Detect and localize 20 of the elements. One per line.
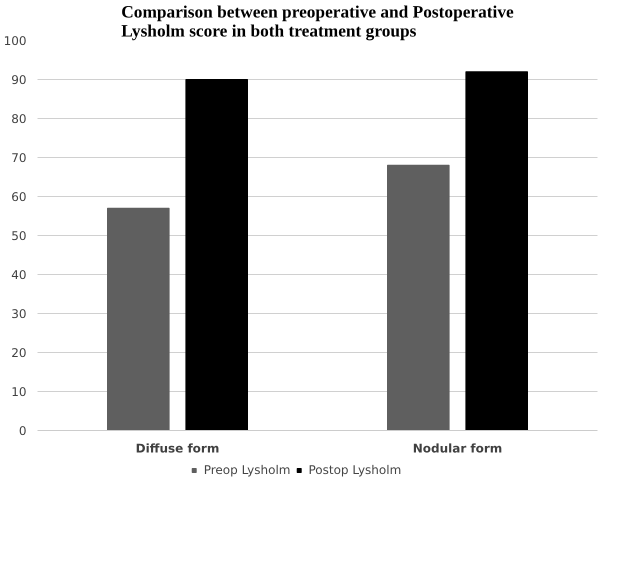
bar bbox=[107, 208, 170, 430]
bar bbox=[387, 164, 450, 430]
x-tick-label: Diffuse form bbox=[136, 442, 220, 456]
y-tick-label: 20 bbox=[11, 346, 27, 360]
bar bbox=[185, 79, 248, 430]
legend-label: Postop Lysholm bbox=[308, 463, 402, 477]
y-tick-label: 30 bbox=[11, 307, 27, 321]
y-tick-label: 40 bbox=[11, 268, 27, 282]
y-tick-label: 80 bbox=[11, 112, 27, 126]
chart-title: Comparison between preoperative and Postoperative Lysholm score in both treatment groups bbox=[121, 2, 514, 40]
x-tick-label: Nodular form bbox=[412, 442, 502, 456]
y-tick-label: 50 bbox=[11, 229, 27, 243]
legend-label: Preop Lysholm bbox=[204, 463, 290, 477]
y-tick-label: 70 bbox=[11, 151, 27, 165]
y-tick-label: 100 bbox=[4, 34, 26, 48]
y-tick-label: 0 bbox=[18, 424, 27, 438]
y-tick-label: 90 bbox=[11, 73, 27, 87]
bar bbox=[465, 71, 528, 430]
y-tick-label: 60 bbox=[11, 190, 27, 204]
y-tick-label: 10 bbox=[11, 385, 27, 399]
